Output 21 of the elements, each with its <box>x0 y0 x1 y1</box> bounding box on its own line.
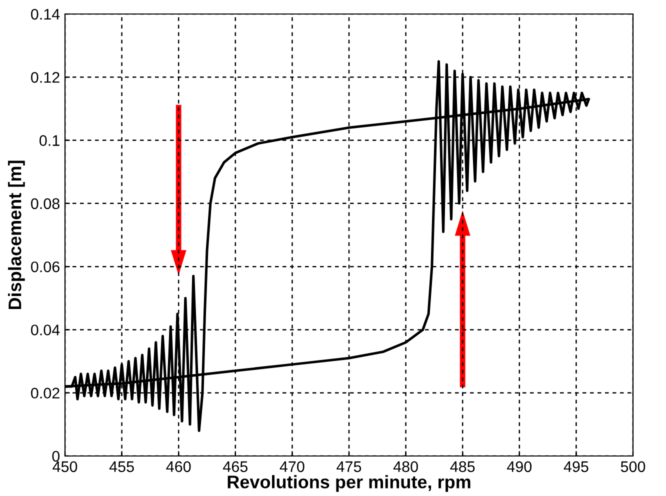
x-tick-label: 485 <box>450 461 475 472</box>
y-tick-label: 0 <box>52 450 60 462</box>
y-tick-label: 0.04 <box>31 324 60 336</box>
x-tick-label: 495 <box>564 461 588 472</box>
y-tick-label: 0.12 <box>31 72 60 83</box>
y-tick-label: 0.08 <box>31 198 60 210</box>
y-tick-label: 0.06 <box>31 261 60 272</box>
y-tick-label: 0.14 <box>31 8 60 20</box>
x-tick-label: 460 <box>166 461 191 472</box>
x-tick-label: 475 <box>336 461 362 472</box>
x-tick-label: 480 <box>393 461 418 472</box>
x-tick-label: 500 <box>620 461 646 472</box>
x-tick-label: 455 <box>109 461 134 472</box>
x-tick-label: 490 <box>507 461 532 472</box>
x-axis-title: Revolutions per minute, rpm <box>228 475 470 492</box>
x-tick-label: 465 <box>223 461 248 472</box>
y-tick-label: 0.02 <box>31 388 60 399</box>
y-axis-title: Displacement [m] <box>8 160 25 310</box>
x-tick-label: 450 <box>52 461 78 472</box>
x-tick-label: 470 <box>280 461 304 472</box>
y-tick-label: 0.1 <box>40 135 60 146</box>
